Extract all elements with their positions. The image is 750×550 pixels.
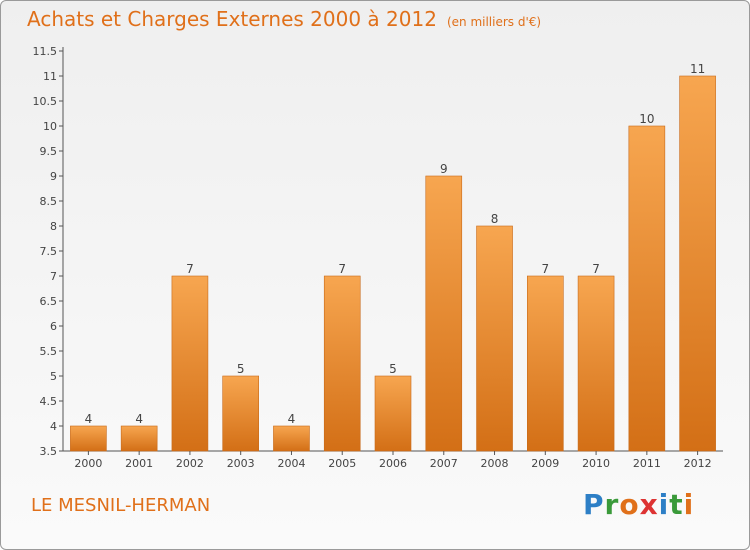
x-tick-label: 2003: [227, 457, 255, 470]
y-tick-label: 5: [50, 370, 57, 383]
bar-value-label: 10: [639, 112, 654, 126]
chart-unit: (en milliers d'€): [446, 15, 542, 29]
bar: [476, 225, 513, 452]
logo-letter: i: [658, 488, 670, 521]
x-tick-label: 2011: [633, 457, 661, 470]
x-tick-label: 2006: [379, 457, 407, 470]
bar: [171, 275, 209, 452]
x-tick-label: 2008: [481, 457, 509, 470]
y-tick-label: 11.5: [33, 45, 58, 58]
bar-value-label: 4: [288, 412, 296, 426]
bar: [120, 425, 158, 452]
x-tick-label: 2009: [531, 457, 559, 470]
bar: [679, 75, 716, 452]
bar: [323, 275, 361, 452]
y-tick-label: 4: [50, 420, 57, 433]
y-tick-label: 7.5: [40, 245, 58, 258]
x-tick-label: 2002: [176, 457, 204, 470]
y-tick-label: 10: [43, 120, 57, 133]
bar-value-label: 5: [237, 362, 245, 376]
chart-title: Achats et Charges Externes 2000 à 2012 (e…: [27, 7, 541, 31]
y-tick-label: 8.5: [40, 195, 58, 208]
y-tick-label: 6: [50, 320, 57, 333]
bar-value-label: 9: [440, 162, 448, 176]
y-tick-label: 7: [50, 270, 57, 283]
y-tick-label: 9: [50, 170, 57, 183]
x-tick-label: 2000: [74, 457, 102, 470]
logo-letter: x: [639, 488, 659, 521]
bar-value-label: 7: [541, 262, 549, 276]
logo-letter: o: [619, 488, 640, 521]
y-tick-label: 10.5: [33, 95, 58, 108]
bar-value-label: 4: [85, 412, 93, 426]
logo-letter: P: [583, 488, 605, 521]
bar-value-label: 5: [389, 362, 397, 376]
y-tick-label: 8: [50, 220, 57, 233]
y-tick-label: 9.5: [40, 145, 58, 158]
logo-letter: r: [604, 488, 620, 521]
bar: [628, 125, 666, 452]
x-tick-label: 2007: [430, 457, 458, 470]
bar-value-label: 8: [491, 212, 499, 226]
x-tick-label: 2010: [582, 457, 610, 470]
y-tick-label: 4.5: [40, 395, 58, 408]
logo-letter: i: [683, 488, 695, 521]
x-tick-label: 2005: [328, 457, 356, 470]
bar-value-label: 7: [338, 262, 346, 276]
x-tick-label: 2004: [277, 457, 305, 470]
y-tick-label: 11: [43, 70, 57, 83]
logo-letter: t: [669, 488, 684, 521]
bar: [273, 425, 310, 452]
y-tick-label: 3.5: [40, 445, 58, 458]
bar: [70, 425, 107, 452]
proxiti-logo: Proxiti: [583, 488, 694, 521]
bar: [577, 275, 615, 452]
bar: [425, 175, 463, 452]
x-tick-label: 2001: [125, 457, 153, 470]
place-name: LE MESNIL-HERMAN: [31, 495, 211, 516]
x-tick-label: 2012: [684, 457, 712, 470]
bar-value-label: 11: [690, 62, 705, 76]
bar-value-label: 7: [592, 262, 600, 276]
bar-value-label: 7: [186, 262, 194, 276]
bar: [222, 375, 259, 452]
bar-value-label: 4: [135, 412, 143, 426]
bar: [527, 275, 564, 452]
y-tick-label: 6.5: [40, 295, 58, 308]
chart-title-text: Achats et Charges Externes 2000 à 2012: [27, 7, 437, 31]
y-tick-label: 5.5: [40, 345, 58, 358]
bar: [374, 375, 412, 452]
